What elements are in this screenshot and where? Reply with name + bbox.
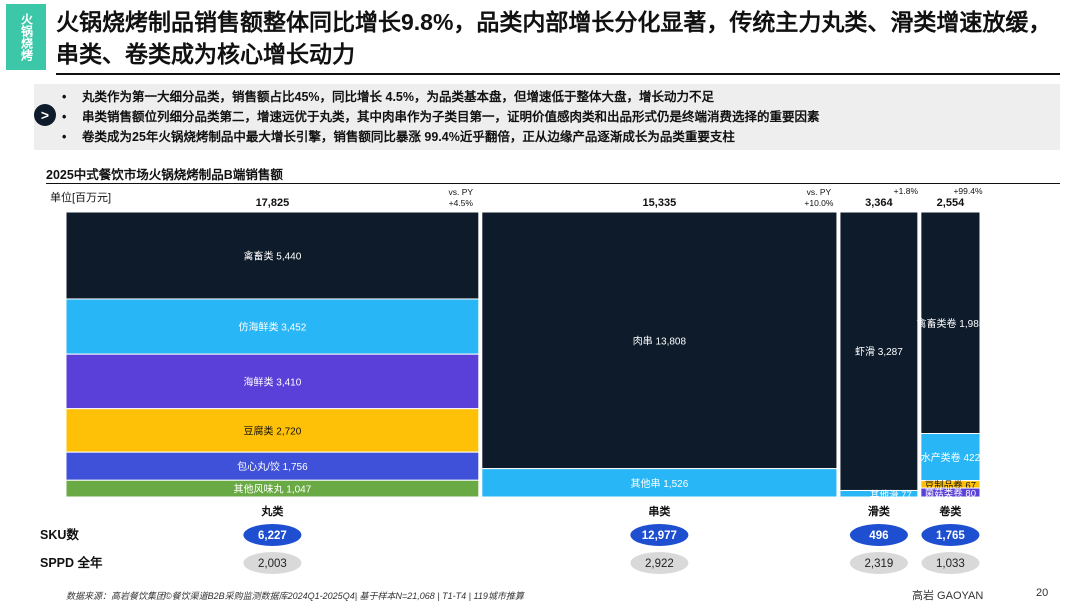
growth-value: +1.8% — [894, 186, 919, 196]
growth-label: vs. PY — [807, 187, 832, 197]
finding-item: 串类销售额位列细分品类第二，增速远优于丸类，其中肉串作为子类目第一，证明价值感肉… — [62, 107, 1052, 127]
category-total: 3,364 — [865, 197, 893, 209]
page-title: 火锅烧烤制品销售额整体同比增长9.8%，品类内部增长分化显著，传统主力丸类、滑类… — [56, 9, 1052, 67]
mekko-segment — [65, 353, 480, 410]
segment-label: 海鲜类 3,410 — [243, 375, 301, 388]
sppd-value: 2,319 — [865, 558, 894, 570]
segment-label: 仿海鲜类 3,452 — [238, 321, 306, 334]
sppd-pill — [849, 552, 908, 574]
mekko-segment — [481, 211, 838, 470]
finding-item: 卷类成为25年火锅烧烤制品中最大增长引擎，销售额同比暴涨 99.4%近乎翻倍，正… — [62, 127, 1052, 147]
sppd-value: 2,922 — [645, 558, 674, 570]
mekko-segment — [920, 433, 981, 482]
sppd-pill — [921, 552, 980, 574]
category-name: 滑类 — [868, 504, 891, 518]
sku-pill — [243, 524, 302, 546]
sku-row-label: SKU数 — [40, 527, 79, 542]
data-source-note: 数据来源：高岩餐饮集团©餐饮渠道B2B采购监测数据库2024Q1-2025Q4|… — [66, 591, 524, 601]
key-findings-list: 丸类作为第一大细分品类，销售额占比45%，同比增长 4.5%，为品类基本盘，但增… — [62, 87, 1052, 147]
unit-label: 单位[百万元] — [50, 190, 111, 204]
sppd-pill — [630, 552, 689, 574]
chevron-right-icon: > — [34, 104, 56, 126]
segment-label: 水产类卷 422 — [921, 451, 981, 464]
category-total: 15,335 — [643, 197, 677, 209]
sku-value: 12,977 — [642, 530, 677, 542]
sppd-value: 2,003 — [258, 558, 287, 570]
growth-value: +99.4% — [953, 186, 983, 196]
title-divider — [56, 73, 1060, 75]
segment-label: 禽畜类 5,440 — [243, 249, 301, 262]
category-name: 卷类 — [938, 504, 962, 518]
category-total: 17,825 — [256, 197, 290, 209]
sku-value: 1,765 — [936, 530, 965, 542]
sku-value: 496 — [869, 530, 888, 542]
mekko-segment — [65, 298, 480, 355]
segment-label: 其他串 1,526 — [630, 477, 688, 490]
sku-pill — [630, 524, 689, 546]
sku-value: 6,227 — [258, 530, 287, 542]
chart-title: 2025中式餐饮市场火锅烧烤制品B端销售额 — [46, 168, 283, 182]
mekko-segment — [65, 408, 480, 453]
sppd-pill — [243, 552, 302, 574]
segment-label: 包心丸/饺 1,756 — [237, 460, 308, 473]
sku-pill — [849, 524, 908, 546]
growth-value: +4.5% — [449, 198, 474, 208]
finding-item: 丸类作为第一大细分品类，销售额占比45%，同比增长 4.5%，为品类基本盘，但增… — [62, 87, 1052, 107]
segment-label: 禽畜类卷 1,985 — [917, 317, 985, 330]
page-number: 20 — [1036, 587, 1049, 599]
mekko-segment — [65, 479, 480, 498]
sppd-value: 1,033 — [936, 558, 965, 570]
category-total: 2,554 — [937, 197, 965, 209]
section-tag: 火锅烧烤 — [6, 4, 46, 70]
segment-label: 其他滑 77 — [870, 489, 912, 501]
segment-label: 肉串 13,808 — [633, 334, 687, 347]
segment-label: 豆腐类 2,720 — [243, 424, 301, 437]
segment-label: 菌菇类卷 80 — [925, 488, 976, 500]
category-name: 串类 — [648, 504, 671, 518]
growth-label: vs. PY — [449, 187, 474, 197]
sku-pill — [921, 524, 980, 546]
segment-label: 虾滑 3,287 — [855, 345, 903, 358]
category-name: 丸类 — [260, 504, 284, 518]
mekko-segment — [920, 211, 981, 435]
segment-label: 其他风味丸 1,047 — [233, 483, 311, 496]
growth-value: +10.0% — [804, 198, 834, 208]
mekko-segment — [839, 211, 919, 491]
mekko-segment — [481, 468, 838, 498]
mekko-segment — [920, 487, 981, 498]
sppd-row-label: SPPD 全年 — [40, 555, 103, 570]
mekko-segment — [65, 211, 480, 300]
brand-mark: 高岩 GAOYAN — [912, 590, 984, 602]
chart-divider — [46, 183, 1060, 184]
mekko-segment — [839, 489, 919, 498]
